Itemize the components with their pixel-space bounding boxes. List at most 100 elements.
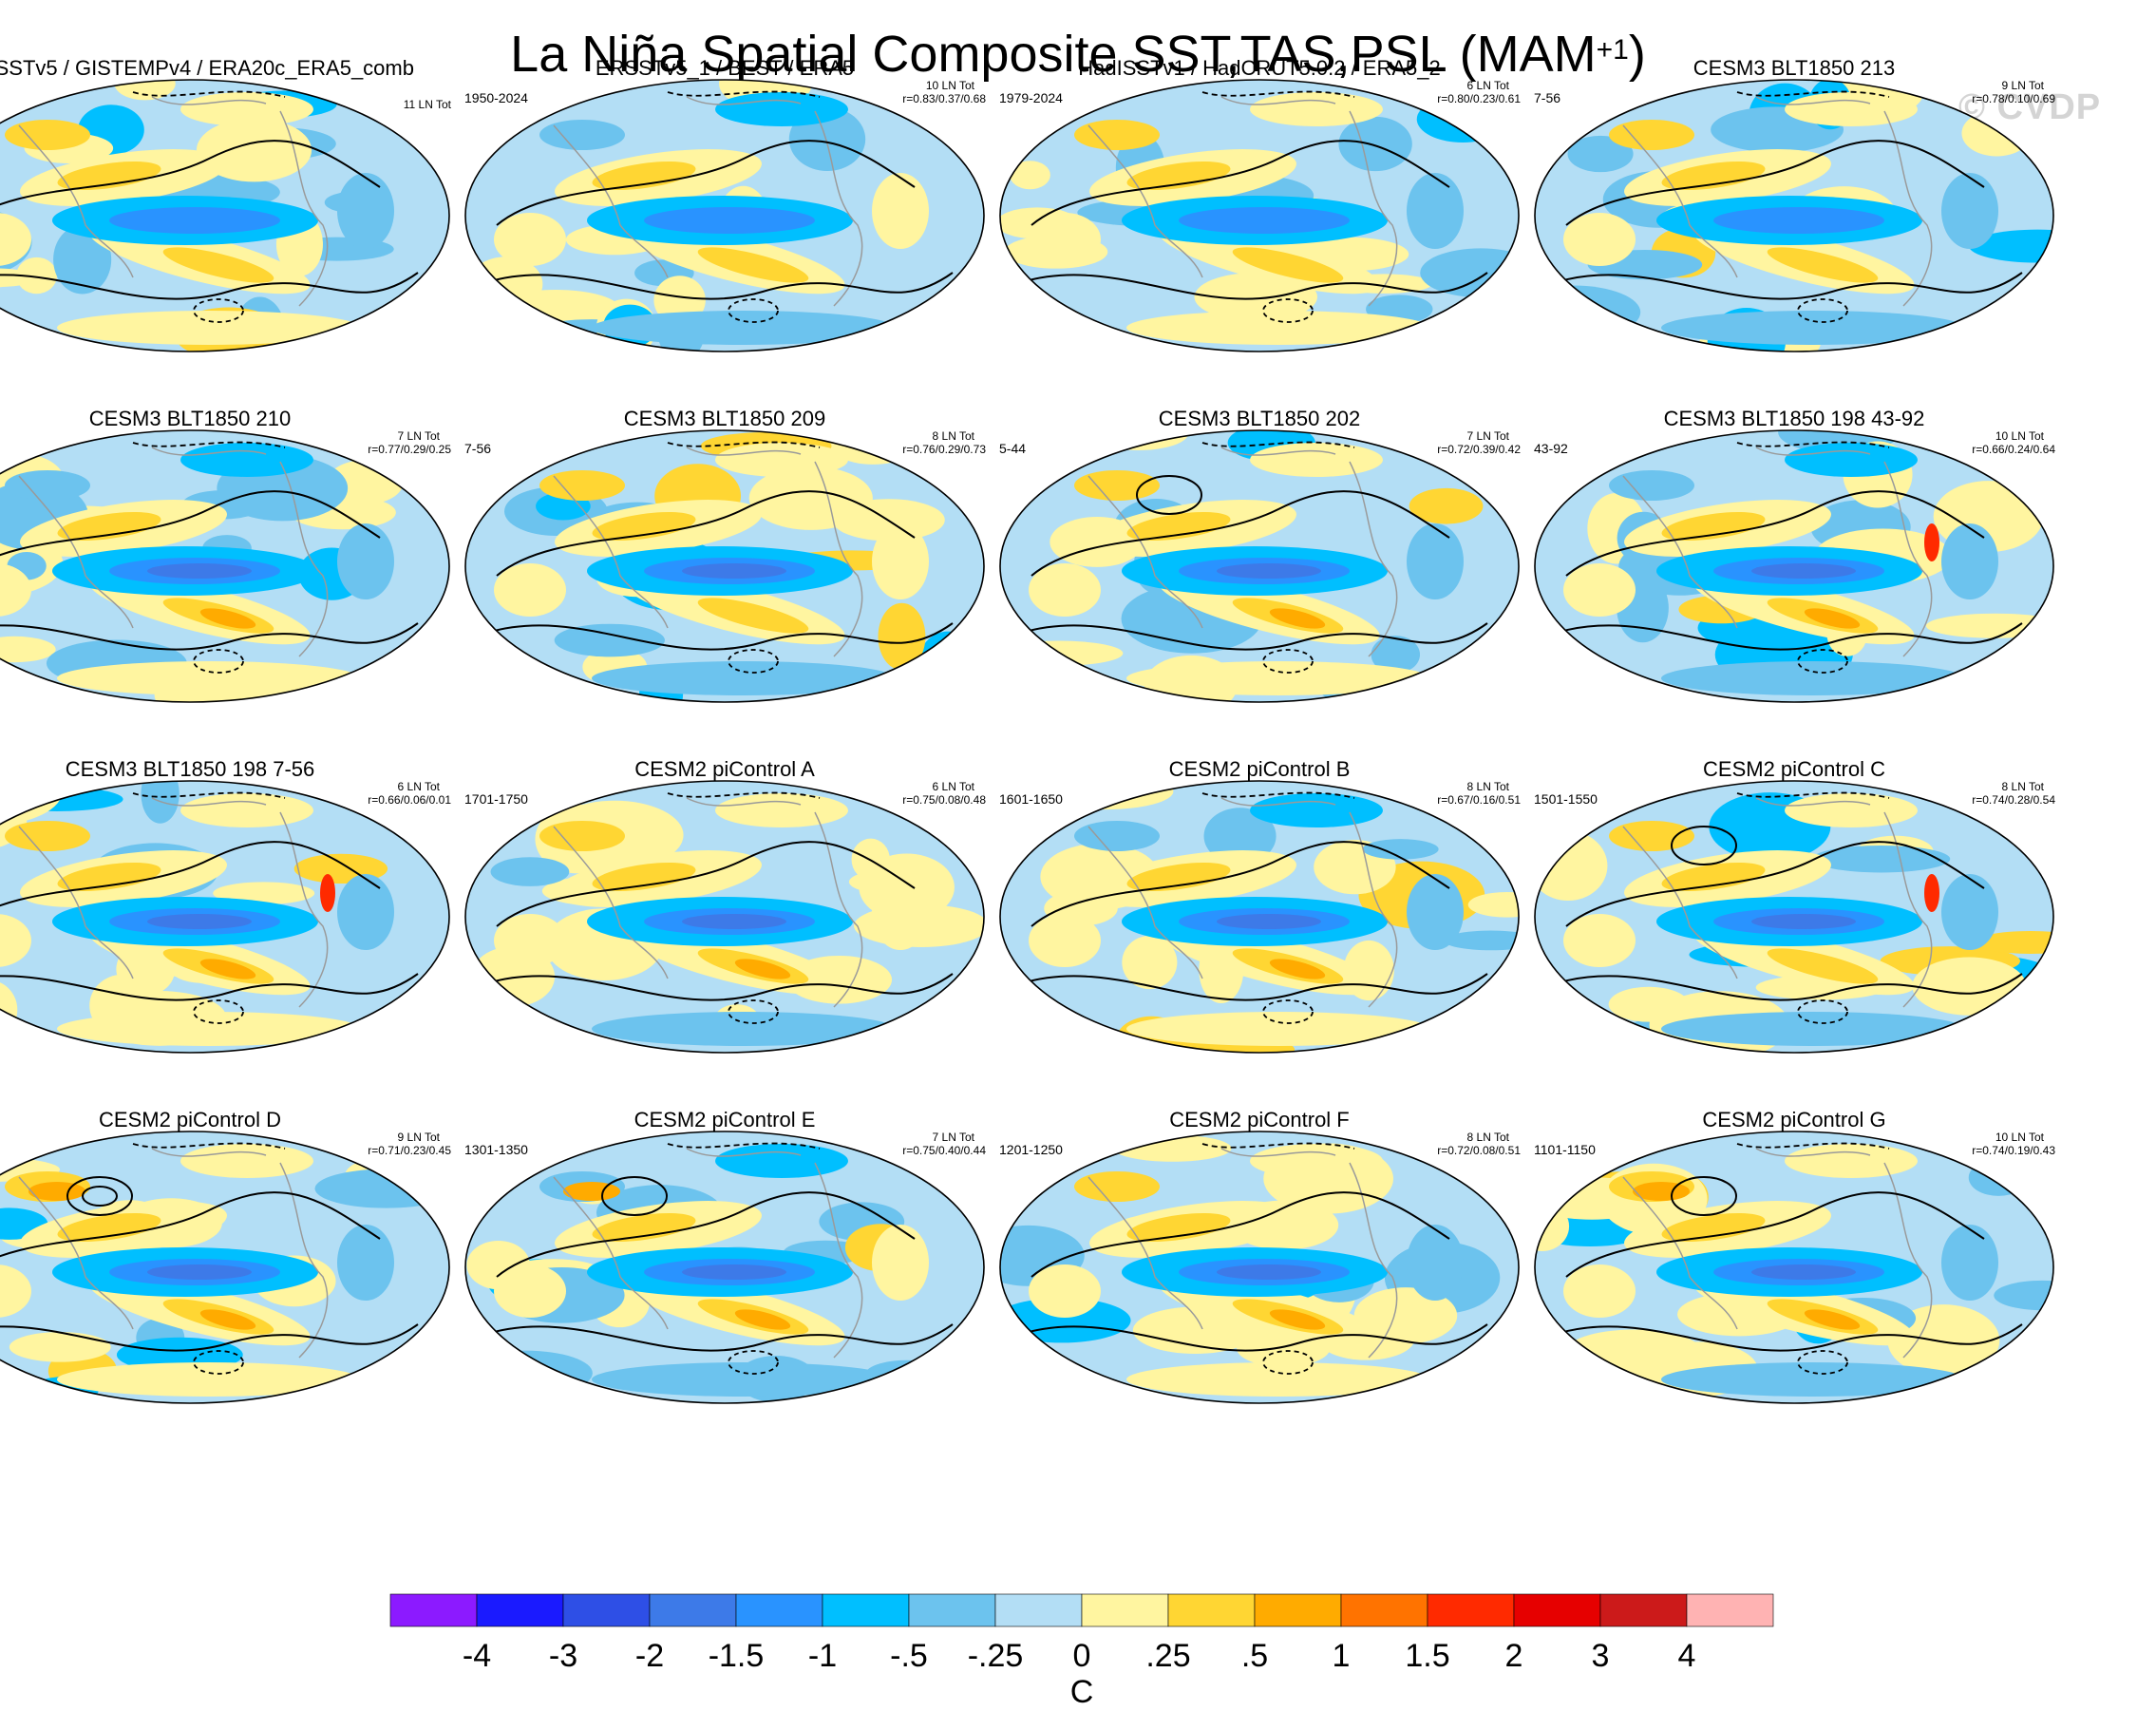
colorbar-tick-label: -4 bbox=[463, 1638, 491, 1674]
panel-stats: r=0.74/0.28/0.54 bbox=[1972, 793, 2055, 807]
map-panel: CESM2 piControl D1401-14509 LN Totr=0.71… bbox=[0, 1108, 451, 1404]
map-panel: CESM2 piControl E 1301-1350 7 LN Totr=0.75… bbox=[464, 1108, 986, 1404]
map-panel: CESM3 BLT1850 202 5-44 7 LN Totr=0.72/0.39… bbox=[999, 407, 1521, 703]
panel-title: CESM2 piControl C bbox=[1703, 757, 1885, 781]
map-border bbox=[1534, 1131, 2054, 1404]
colorbar-bin bbox=[562, 1593, 651, 1627]
colorbar-bin bbox=[1686, 1593, 1774, 1627]
map-field bbox=[1535, 1131, 2053, 1403]
colorbar-bin bbox=[476, 1593, 564, 1627]
main-title-close: ) bbox=[1628, 26, 1646, 83]
colorbar-tick-label: .5 bbox=[1241, 1638, 1268, 1674]
panel-stats: r=0.76/0.29/0.73 bbox=[902, 443, 986, 456]
cvdp-watermark: © CVDP bbox=[1958, 87, 2102, 127]
panel-count: 9 LN Tot bbox=[2002, 79, 2045, 92]
panel-stats: r=0.71/0.23/0.45 bbox=[368, 1144, 451, 1157]
panel-period: 1501-1550 bbox=[1534, 791, 1598, 807]
colorbar-bin bbox=[1599, 1593, 1688, 1627]
map-field bbox=[0, 430, 449, 702]
map-field bbox=[1535, 430, 2053, 702]
map-border bbox=[464, 79, 985, 352]
panel-stats: r=0.67/0.16/0.51 bbox=[1437, 793, 1521, 807]
map-panel: CESM2 piControl B 1601-1650 8 LN Totr=0.67… bbox=[999, 757, 1521, 1054]
map-border bbox=[0, 429, 450, 703]
panel-stats: r=0.75/0.40/0.44 bbox=[902, 1144, 986, 1157]
map-border bbox=[0, 780, 450, 1054]
panel-title: ERSSTv5 / GISTEMPv4 / ERA20c_ERA5_comb bbox=[0, 56, 414, 80]
panel-count: 9 LN Tot bbox=[398, 1131, 441, 1144]
panel-count: 10 LN Tot bbox=[1995, 1131, 2045, 1144]
panel-count: 8 LN Tot bbox=[1467, 1131, 1510, 1144]
map-field bbox=[1535, 80, 2053, 352]
colorbar-tick-label: -1.5 bbox=[709, 1638, 765, 1674]
map-panel: ERSSTv5 / GISTEMPv4 / ERA20c_ERA5_comb19… bbox=[0, 56, 452, 352]
panel-stats: r=0.66/0.06/0.01 bbox=[368, 793, 451, 807]
colorbar-bin bbox=[822, 1593, 910, 1627]
map-border bbox=[999, 429, 1520, 703]
map-border bbox=[464, 429, 985, 703]
map-field bbox=[1000, 781, 1519, 1053]
panel-count: 6 LN Tot bbox=[933, 780, 975, 793]
colorbar-tick-label: 1 bbox=[1333, 1638, 1351, 1674]
colorbar-tick-label: 0 bbox=[1073, 1638, 1091, 1674]
panel-count: 8 LN Tot bbox=[2002, 780, 2045, 793]
colorbar-bin bbox=[1427, 1593, 1515, 1627]
map-border bbox=[999, 79, 1520, 352]
panel-title: CESM3 BLT1850 210 bbox=[89, 407, 291, 430]
panel-count: 7 LN Tot bbox=[1467, 429, 1510, 443]
panel-count: 10 LN Tot bbox=[1995, 429, 2045, 443]
map-border bbox=[999, 1131, 1520, 1404]
panel-count: 7 LN Tot bbox=[933, 1131, 975, 1144]
panel-count: 10 LN Tot bbox=[926, 79, 975, 92]
map-field bbox=[465, 1131, 984, 1403]
colorbar-tick-label: 3 bbox=[1592, 1638, 1610, 1674]
panel-stats: r=0.80/0.23/0.61 bbox=[1437, 92, 1521, 105]
colorbar-bin bbox=[1513, 1593, 1601, 1627]
map-panel: CESM2 piControl F 1201-1250 8 LN Totr=0.72… bbox=[999, 1108, 1521, 1404]
panel-title: CESM3 BLT1850 198 43-92 bbox=[1664, 407, 1925, 430]
map-field bbox=[1535, 781, 2053, 1053]
panel-title: HadISSTv1 / HadCRUT5.0.2 / ERA5_2 bbox=[1078, 56, 1441, 80]
map-field bbox=[0, 1131, 449, 1403]
panel-period: 7-56 bbox=[1534, 90, 1560, 105]
panel-title: CESM2 piControl D bbox=[99, 1108, 281, 1131]
map-field bbox=[465, 781, 984, 1053]
panel-period: 1301-1350 bbox=[464, 1142, 528, 1157]
panel-period: 1101-1150 bbox=[1534, 1142, 1596, 1157]
map-border bbox=[0, 79, 450, 352]
map-border bbox=[464, 780, 985, 1054]
panel-title: ERSSTv5_1 / BEST / ERA5 bbox=[596, 56, 854, 80]
panel-count: 6 LN Tot bbox=[398, 780, 441, 793]
map-panel: CESM3 BLT1850 198 43-92 43-92 10 LN Totr=0… bbox=[1534, 407, 2055, 703]
panel-period: 7-56 bbox=[464, 441, 491, 456]
map-border bbox=[1534, 429, 2054, 703]
colorbar-tick-label: 4 bbox=[1678, 1638, 1696, 1674]
panel-title: CESM3 BLT1850 202 bbox=[1159, 407, 1360, 430]
panel-stats: r=0.78/0.10/0.69 bbox=[1972, 92, 2055, 105]
panel-title: CESM2 piControl E bbox=[634, 1108, 816, 1131]
colorbar-tick-label: -3 bbox=[549, 1638, 577, 1674]
map-border bbox=[0, 1131, 450, 1404]
main-title-text: La Niña Spatial Composite SST,TAS,PSL (M… bbox=[510, 26, 1597, 83]
map-panel: CESM2 piControl A 1701-1750 6 LN Totr=0.75… bbox=[464, 757, 986, 1054]
colorbar-tick-label: -.5 bbox=[890, 1638, 928, 1674]
panel-period: 5-44 bbox=[999, 441, 1026, 456]
map-panel: HadISSTv1 / HadCRUT5.0.2 / ERA5_2 1979-20… bbox=[999, 56, 1521, 352]
panel-stats: r=0.77/0.29/0.25 bbox=[368, 443, 451, 456]
map-border bbox=[1534, 780, 2054, 1054]
colorbar-tick-label: -2 bbox=[635, 1638, 664, 1674]
panel-stats: r=0.72/0.08/0.51 bbox=[1437, 1144, 1521, 1157]
colorbar-bin bbox=[994, 1593, 1083, 1627]
panel-count: 8 LN Tot bbox=[933, 429, 975, 443]
colorbar-bin bbox=[1167, 1593, 1256, 1627]
colorbar: -4 -3 -2 -1.5 -1 -.5 -.25 0 .25 .5 1 1.5 2 3 4 C bbox=[389, 1593, 1774, 1710]
colorbar-units: C bbox=[1070, 1674, 1094, 1710]
panel-title: CESM2 piControl A bbox=[634, 757, 815, 781]
map-panel: CESM2 piControl C 1501-1550 8 LN Totr=0.74… bbox=[1534, 757, 2055, 1054]
map-panel: CESM3 BLT1850 209 7-56 8 LN Totr=0.76/0.29… bbox=[464, 407, 986, 703]
panel-count: 7 LN Tot bbox=[398, 429, 441, 443]
panel-count: 11 LN Tot bbox=[404, 98, 452, 111]
panel-period: 1201-1250 bbox=[999, 1142, 1063, 1157]
panel-period: 1701-1750 bbox=[464, 791, 528, 807]
map-field bbox=[1000, 80, 1519, 352]
